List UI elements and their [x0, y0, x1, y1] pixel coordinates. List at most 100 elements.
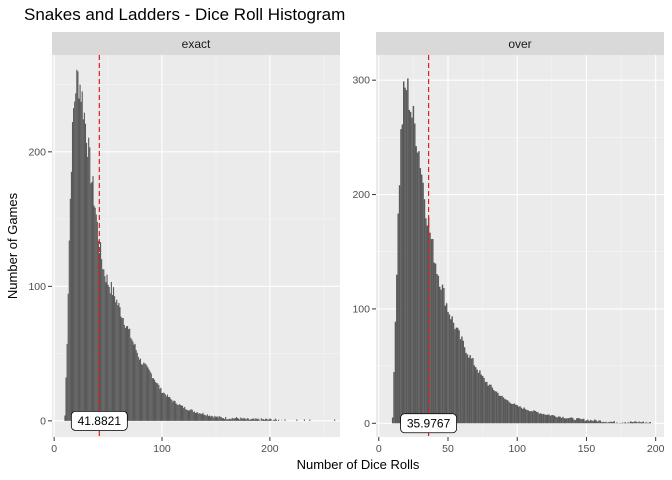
histogram-bar [114, 296, 116, 421]
histogram-bar [147, 367, 149, 421]
histogram-bar [404, 87, 406, 424]
histogram-bar [533, 410, 535, 424]
histogram-bar [245, 419, 247, 421]
histogram-bar [560, 418, 563, 424]
histogram-bar [122, 317, 124, 421]
histogram-bar [236, 418, 239, 421]
histogram-bar [512, 404, 514, 424]
histogram-bar [269, 418, 271, 421]
histogram-bar [97, 240, 99, 421]
histogram-bar [179, 404, 181, 421]
histogram-bar [559, 416, 561, 424]
histogram-bar [454, 329, 456, 424]
histogram-bar [234, 418, 236, 421]
histogram-bar [212, 416, 214, 421]
histogram-bar [527, 410, 530, 424]
histogram-bar [188, 410, 190, 421]
histogram-bar [473, 365, 476, 424]
histogram-bar [267, 419, 269, 421]
histogram-bar [227, 419, 229, 421]
histogram-bar [624, 422, 626, 424]
histogram-bar [547, 414, 549, 424]
histogram-bar [157, 383, 159, 421]
histogram-bar [228, 419, 230, 421]
histogram-bar [155, 382, 157, 421]
histogram-bar [143, 362, 145, 421]
histogram-bar [106, 274, 108, 421]
histogram-bar [592, 420, 595, 424]
histogram-bar [240, 417, 242, 421]
histogram-bar [210, 416, 212, 421]
histogram-bar [646, 422, 649, 424]
histogram-bar [544, 414, 546, 424]
histogram-bar [439, 286, 441, 424]
histogram-bar [71, 122, 74, 421]
histogram-bar [505, 399, 507, 424]
histogram-bar [504, 398, 506, 424]
histogram-bar [537, 412, 539, 424]
histogram-bar [121, 318, 123, 421]
histogram-bar [574, 420, 577, 424]
histogram-bar [81, 91, 83, 421]
histogram-bar [238, 418, 240, 421]
histogram-bar [246, 418, 248, 421]
histogram-bar [609, 421, 611, 424]
histogram-bar [211, 415, 213, 421]
histogram-bar [465, 352, 467, 424]
histogram-bar [412, 105, 415, 424]
histogram-bar [426, 225, 428, 424]
histogram-bar [117, 305, 119, 421]
x-tick-label: 200 [261, 443, 279, 455]
histogram-bar [526, 409, 528, 424]
histogram-bar [134, 343, 136, 421]
mean-label-exact: 41.8821 [78, 414, 122, 428]
histogram-bar [149, 371, 151, 421]
histogram-bar [535, 411, 538, 424]
histogram-bar [616, 422, 618, 424]
histogram-bar [64, 415, 66, 421]
x-tick-label: 50 [442, 443, 454, 455]
histogram-bar [203, 414, 205, 421]
histogram-bar [573, 419, 575, 424]
histogram-bar [639, 422, 642, 424]
histogram-bar [262, 419, 265, 421]
histogram-bar [102, 269, 104, 421]
histogram-bar [605, 421, 607, 424]
histogram-bar [255, 418, 257, 421]
histogram-bar [235, 417, 238, 421]
histogram-bar [577, 418, 579, 424]
histogram-bar [160, 387, 162, 421]
histogram-bar [87, 156, 89, 421]
histogram-bar [79, 84, 81, 421]
histogram-bar [163, 392, 165, 421]
histogram-bar [175, 403, 177, 421]
histogram-bar [309, 419, 311, 421]
histogram-bar [443, 287, 445, 424]
histogram-bar [241, 418, 243, 421]
mean-label-box-over [400, 413, 457, 434]
strip-over-bg [376, 32, 664, 55]
histogram-bar [461, 336, 463, 424]
histogram-bar [531, 411, 534, 424]
histogram-bar [558, 416, 560, 424]
y-tick-label: 200 [352, 189, 370, 201]
histogram-bar [606, 422, 608, 424]
histogram-bar [145, 364, 147, 421]
histogram-bar [146, 365, 148, 421]
histogram-bar [429, 232, 431, 424]
histogram-bar [187, 410, 189, 421]
histogram-bar [441, 284, 444, 424]
histogram-bar [270, 419, 272, 421]
histogram-bar [542, 413, 545, 424]
histogram-bar [139, 358, 142, 421]
histogram-bar [148, 369, 150, 421]
histogram-bar [502, 397, 505, 424]
histogram-bar [120, 316, 122, 421]
histogram-bar [181, 405, 184, 421]
histogram-bar [231, 417, 233, 421]
histogram-bar [494, 391, 496, 424]
histogram-bar [218, 416, 220, 421]
histogram-bar [635, 421, 638, 424]
histogram-bar [189, 409, 191, 421]
histogram-bar [393, 371, 395, 424]
